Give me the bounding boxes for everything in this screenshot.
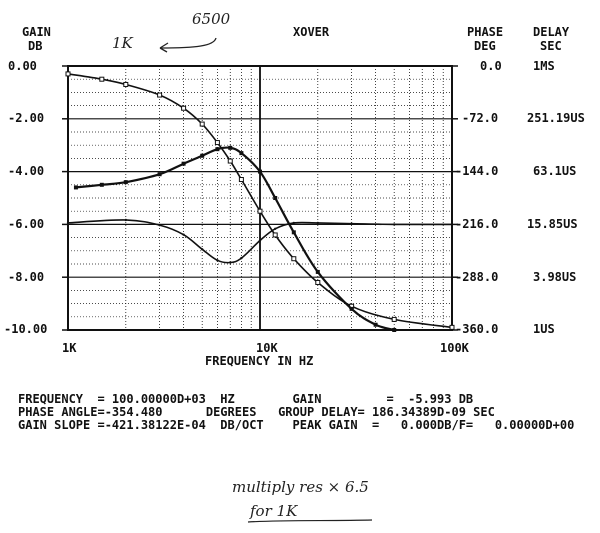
delay-tick-label: 15.85US bbox=[527, 217, 578, 231]
phase-point bbox=[182, 233, 185, 236]
delay-axis-title: DELAY bbox=[533, 25, 570, 39]
readout-line-slope: GAIN SLOPE =-421.38122E-04 DB/OCT PEAK G… bbox=[18, 418, 575, 432]
delay-point bbox=[258, 169, 262, 174]
phase-point bbox=[201, 248, 204, 251]
gain-point bbox=[391, 316, 397, 322]
phase-tick-label: -360.0 bbox=[455, 322, 499, 336]
delay-tick-label: 3.98US bbox=[533, 270, 577, 284]
delay-point bbox=[215, 147, 220, 152]
gain-point bbox=[123, 81, 129, 87]
phase-point bbox=[158, 223, 161, 227]
phase-point bbox=[350, 222, 353, 225]
chart-title: XOVER bbox=[293, 25, 330, 39]
delay-axis-unit: SEC bbox=[540, 39, 562, 53]
phase-point bbox=[450, 223, 454, 226]
delay-point bbox=[157, 172, 162, 177]
gain-point bbox=[199, 121, 205, 127]
delay-point bbox=[291, 230, 296, 235]
delay-point bbox=[181, 161, 186, 166]
delay-point bbox=[273, 196, 278, 200]
delay-point bbox=[73, 185, 78, 190]
delay-tick-label: 63.1US bbox=[533, 164, 577, 178]
gain-point bbox=[65, 71, 71, 77]
phase-point bbox=[216, 259, 219, 262]
gain-tick-label: -2.00 bbox=[8, 111, 45, 125]
gain-point bbox=[99, 76, 105, 82]
delay-curve bbox=[75, 146, 395, 332]
gain-point bbox=[157, 92, 163, 98]
phase-point bbox=[316, 221, 319, 225]
delay-tick-label: 1US bbox=[533, 322, 555, 336]
x-tick-label: 100K bbox=[440, 341, 469, 355]
x-tick-label: 1K bbox=[62, 341, 77, 355]
phase-tick-label: -216.0 bbox=[455, 217, 499, 231]
delay-tick-label: 1MS bbox=[533, 59, 555, 73]
phase-tick-label: -72.0 bbox=[462, 111, 499, 125]
handwritten-for-note: for 1K bbox=[250, 502, 298, 520]
x-axis-label: FREQUENCY IN HZ bbox=[205, 354, 314, 368]
gain-curve bbox=[67, 73, 453, 329]
delay-point bbox=[200, 153, 205, 158]
gain-tick-label: 0.00 bbox=[8, 59, 37, 73]
phase-point bbox=[292, 221, 296, 225]
readout-line-frequency: FREQUENCY = 100.00000D+03 HZ GAIN = -5.9… bbox=[18, 392, 474, 406]
phase-tick-label: -288.0 bbox=[455, 270, 499, 284]
phase-point bbox=[229, 261, 232, 264]
phase-point bbox=[274, 227, 277, 230]
delay-point bbox=[239, 151, 244, 156]
phase-tick-label: 0.0 bbox=[480, 59, 502, 73]
gain-tick-label: -6.00 bbox=[8, 217, 45, 231]
gain-point bbox=[291, 256, 297, 262]
gain-point bbox=[214, 140, 220, 146]
phase-axis-title: PHASE bbox=[467, 25, 504, 39]
gain-point bbox=[227, 158, 233, 164]
delay-point bbox=[99, 182, 104, 187]
delay-point bbox=[315, 269, 320, 274]
handwritten-6500: 6500 bbox=[192, 10, 231, 28]
gain-point bbox=[238, 177, 244, 183]
gain-axis-unit: DB bbox=[28, 39, 43, 53]
phase-point bbox=[124, 218, 127, 222]
delay-point bbox=[392, 328, 397, 332]
delay-point bbox=[373, 322, 378, 327]
gain-tick-label: -10.00 bbox=[4, 322, 48, 336]
readout-line-phase: PHASE ANGLE=-354.480 DEGREES GROUP DELAY… bbox=[18, 405, 495, 419]
phase-point bbox=[240, 256, 243, 260]
x-tick-label: 10K bbox=[256, 341, 278, 355]
delay-tick-label: 251.19US bbox=[527, 111, 585, 125]
phase-point bbox=[66, 221, 70, 225]
delay-point bbox=[349, 306, 354, 311]
gain-point bbox=[181, 105, 187, 111]
phase-tick-label: -144.0 bbox=[455, 164, 499, 178]
handwritten-1k: 1K bbox=[112, 34, 133, 52]
phase-point bbox=[393, 223, 396, 226]
gain-tick-label: -4.00 bbox=[8, 164, 45, 178]
phase-axis-unit: DEG bbox=[474, 39, 496, 53]
gain-axis-title: GAIN bbox=[22, 25, 51, 39]
gain-tick-label: -8.00 bbox=[8, 270, 45, 284]
phase-point bbox=[258, 239, 262, 242]
delay-point bbox=[228, 145, 233, 150]
delay-point bbox=[123, 180, 128, 185]
handwritten-multiply-note: multiply res × 6.5 bbox=[232, 478, 369, 496]
gain-point bbox=[449, 324, 455, 330]
gain-point bbox=[257, 208, 263, 214]
gain-point bbox=[272, 232, 278, 238]
gain-point bbox=[315, 279, 321, 285]
